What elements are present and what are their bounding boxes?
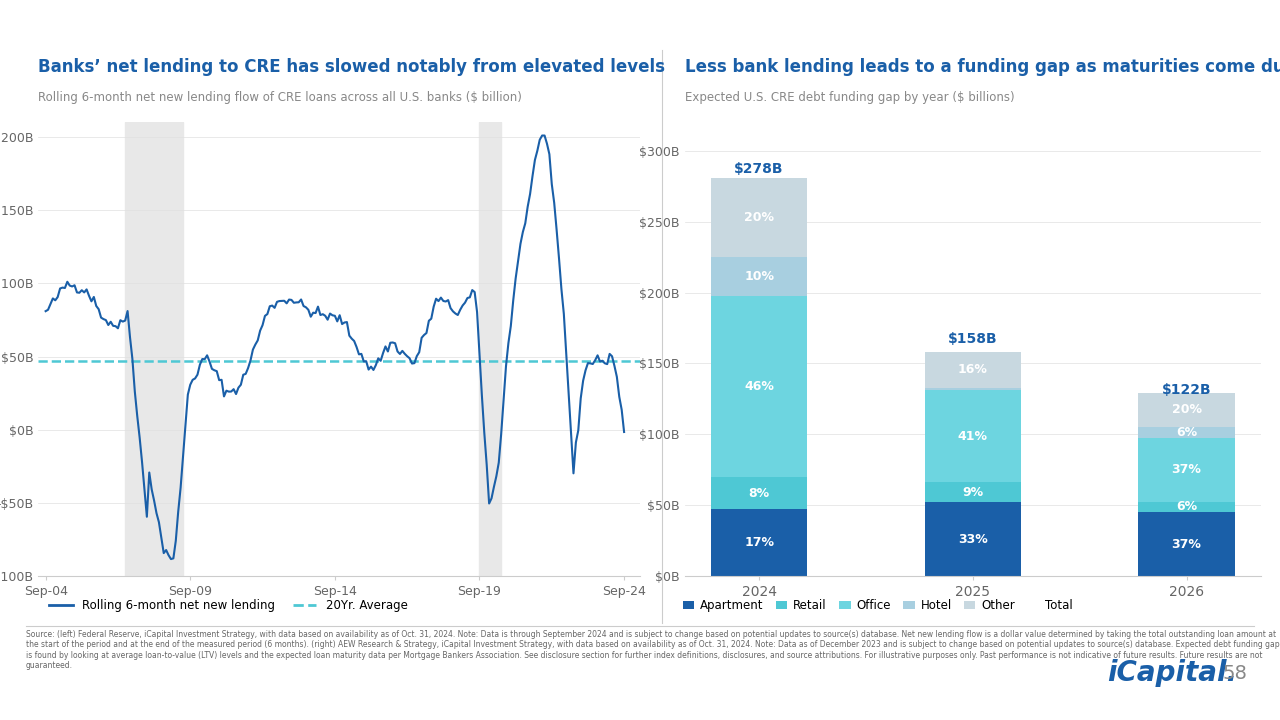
Text: Rolling 6-month net new lending flow of CRE loans across all U.S. banks ($ billi: Rolling 6-month net new lending flow of …	[38, 91, 522, 104]
Text: 33%: 33%	[957, 533, 988, 546]
Bar	[924, 388, 1021, 390]
Text: 37%: 37%	[1171, 463, 1202, 476]
Text: Source: (left) Federal Reserve, iCapital Investment Strategy, with data based on: Source: (left) Federal Reserve, iCapital…	[26, 630, 1279, 670]
Text: 8%: 8%	[749, 487, 769, 500]
Bar	[1138, 512, 1235, 576]
Bar	[924, 502, 1021, 576]
Bar	[710, 477, 808, 509]
Text: $158B: $158B	[948, 333, 997, 346]
Text: 46%: 46%	[744, 380, 774, 393]
Legend: Rolling 6-month net new lending, 20Yr. Average: Rolling 6-month net new lending, 20Yr. A…	[45, 595, 412, 617]
Text: 17%: 17%	[744, 536, 774, 549]
Bar	[924, 352, 1021, 388]
Bar	[1138, 427, 1235, 438]
Bar	[1138, 438, 1235, 502]
Bar	[125, 122, 183, 576]
Bar	[710, 257, 808, 296]
Text: 20%: 20%	[1171, 403, 1202, 416]
Text: 20%: 20%	[744, 211, 774, 224]
Text: 58: 58	[1222, 664, 1247, 683]
Text: Banks’ net lending to CRE has slowed notably from elevated levels: Banks’ net lending to CRE has slowed not…	[38, 58, 666, 76]
Bar	[710, 509, 808, 576]
Text: $278B: $278B	[735, 162, 783, 176]
Text: 10%: 10%	[744, 270, 774, 283]
Text: iCapital.: iCapital.	[1107, 660, 1238, 687]
Bar	[480, 122, 502, 576]
Bar	[924, 482, 1021, 502]
Legend: Apartment, Retail, Office, Hotel, Other, Total: Apartment, Retail, Office, Hotel, Other,…	[678, 595, 1076, 617]
Text: 37%: 37%	[1171, 538, 1202, 551]
Text: 6%: 6%	[1176, 500, 1197, 513]
Bar	[710, 296, 808, 477]
Bar	[924, 390, 1021, 482]
Text: Less bank lending leads to a funding gap as maturities come due: Less bank lending leads to a funding gap…	[685, 58, 1280, 76]
Text: $122B: $122B	[1162, 383, 1211, 397]
Bar	[1138, 502, 1235, 512]
Text: 41%: 41%	[957, 430, 988, 443]
Bar	[710, 178, 808, 257]
Text: Expected U.S. CRE debt funding gap by year ($ billions): Expected U.S. CRE debt funding gap by ye…	[685, 91, 1015, 104]
Bar	[1138, 392, 1235, 427]
Text: 16%: 16%	[957, 364, 988, 377]
Text: 6%: 6%	[1176, 426, 1197, 439]
Text: 9%: 9%	[963, 485, 983, 498]
